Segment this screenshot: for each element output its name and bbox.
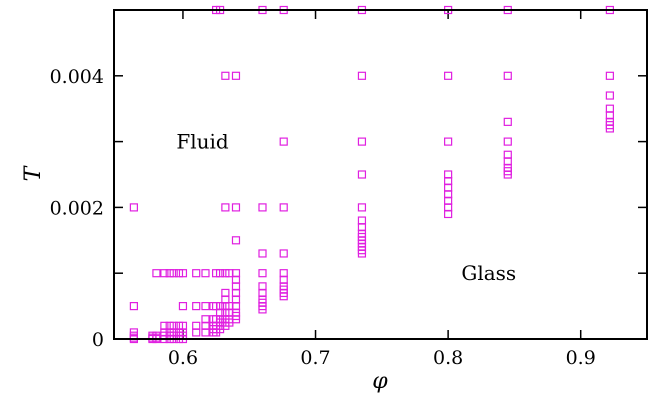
data-point — [444, 203, 453, 212]
plot-frame — [113, 9, 648, 340]
data-point — [209, 302, 218, 311]
data-point — [178, 302, 188, 311]
data-point — [152, 269, 161, 278]
y-tick-label: 0.002 — [50, 197, 104, 219]
data-point — [201, 302, 210, 311]
data-point — [258, 282, 267, 291]
data-point — [444, 196, 453, 205]
data-point — [221, 288, 230, 298]
data-point — [129, 302, 138, 311]
data-point — [192, 328, 201, 337]
data-point — [279, 275, 288, 284]
data-point — [279, 137, 288, 146]
data-point — [215, 308, 225, 317]
data-point — [503, 117, 512, 126]
data-points — [129, 5, 614, 344]
data-point — [258, 288, 267, 298]
data-point — [357, 216, 367, 225]
data-point — [231, 295, 241, 304]
data-point — [231, 236, 241, 245]
data-point — [503, 157, 512, 166]
data-point — [221, 71, 230, 80]
x-tick-label: 0.9 — [566, 347, 596, 369]
data-point — [444, 209, 453, 219]
data-point — [201, 315, 210, 324]
data-point — [258, 203, 267, 212]
data-point — [444, 183, 453, 192]
data-point — [231, 71, 241, 80]
data-point — [444, 176, 453, 186]
data-point — [129, 203, 138, 212]
data-point — [503, 71, 512, 80]
region-annotation: Fluid — [176, 130, 229, 154]
data-point — [231, 203, 241, 212]
data-point — [221, 203, 230, 212]
data-point — [605, 111, 614, 120]
data-point — [357, 223, 367, 232]
data-point — [357, 249, 367, 258]
data-point — [201, 321, 210, 330]
data-point — [444, 190, 453, 199]
data-point — [231, 275, 241, 284]
x-axis-label: φ — [372, 369, 388, 394]
data-point — [279, 203, 288, 212]
x-tick-label: 0.7 — [300, 347, 330, 369]
data-point — [503, 170, 512, 179]
data-point — [178, 269, 188, 278]
data-point — [201, 328, 210, 337]
data-point — [201, 269, 210, 278]
data-point — [160, 269, 169, 278]
data-point — [444, 71, 453, 80]
y-axis-label: T — [21, 164, 46, 181]
data-point — [231, 315, 241, 324]
data-point — [221, 295, 230, 304]
data-point — [258, 249, 267, 258]
data-point — [231, 302, 241, 311]
data-point — [192, 302, 201, 311]
data-point — [231, 282, 241, 291]
data-point — [258, 305, 267, 314]
data-point — [503, 150, 512, 159]
data-point — [279, 292, 288, 301]
data-point — [605, 124, 614, 133]
data-point — [231, 269, 241, 278]
x-tick-label: 0.8 — [433, 347, 463, 369]
data-point — [192, 269, 201, 278]
data-point — [279, 269, 288, 278]
data-point — [605, 91, 614, 100]
data-point — [258, 269, 267, 278]
data-point — [357, 170, 367, 179]
x-tick-label: 0.6 — [168, 347, 198, 369]
y-tick-label: 0.004 — [50, 66, 104, 88]
data-point — [503, 137, 512, 146]
axis-ticks — [114, 10, 647, 340]
data-point — [169, 269, 178, 278]
data-point — [279, 249, 288, 258]
data-point — [357, 137, 367, 146]
annotations: Fluid Glass — [176, 130, 516, 286]
tick-labels: 0.6 0.7 0.8 0.9 0 0.002 0.004 — [50, 66, 596, 369]
data-point — [444, 170, 453, 179]
data-point — [231, 288, 241, 298]
data-point — [605, 71, 614, 80]
data-point — [605, 104, 614, 113]
data-point — [160, 321, 169, 330]
y-tick-label: 0 — [92, 329, 104, 351]
data-point — [357, 203, 367, 212]
data-point — [444, 137, 453, 146]
data-point — [209, 315, 218, 324]
data-point — [192, 321, 201, 330]
data-point — [357, 71, 367, 80]
region-annotation: Glass — [461, 261, 516, 285]
data-point — [215, 269, 225, 278]
